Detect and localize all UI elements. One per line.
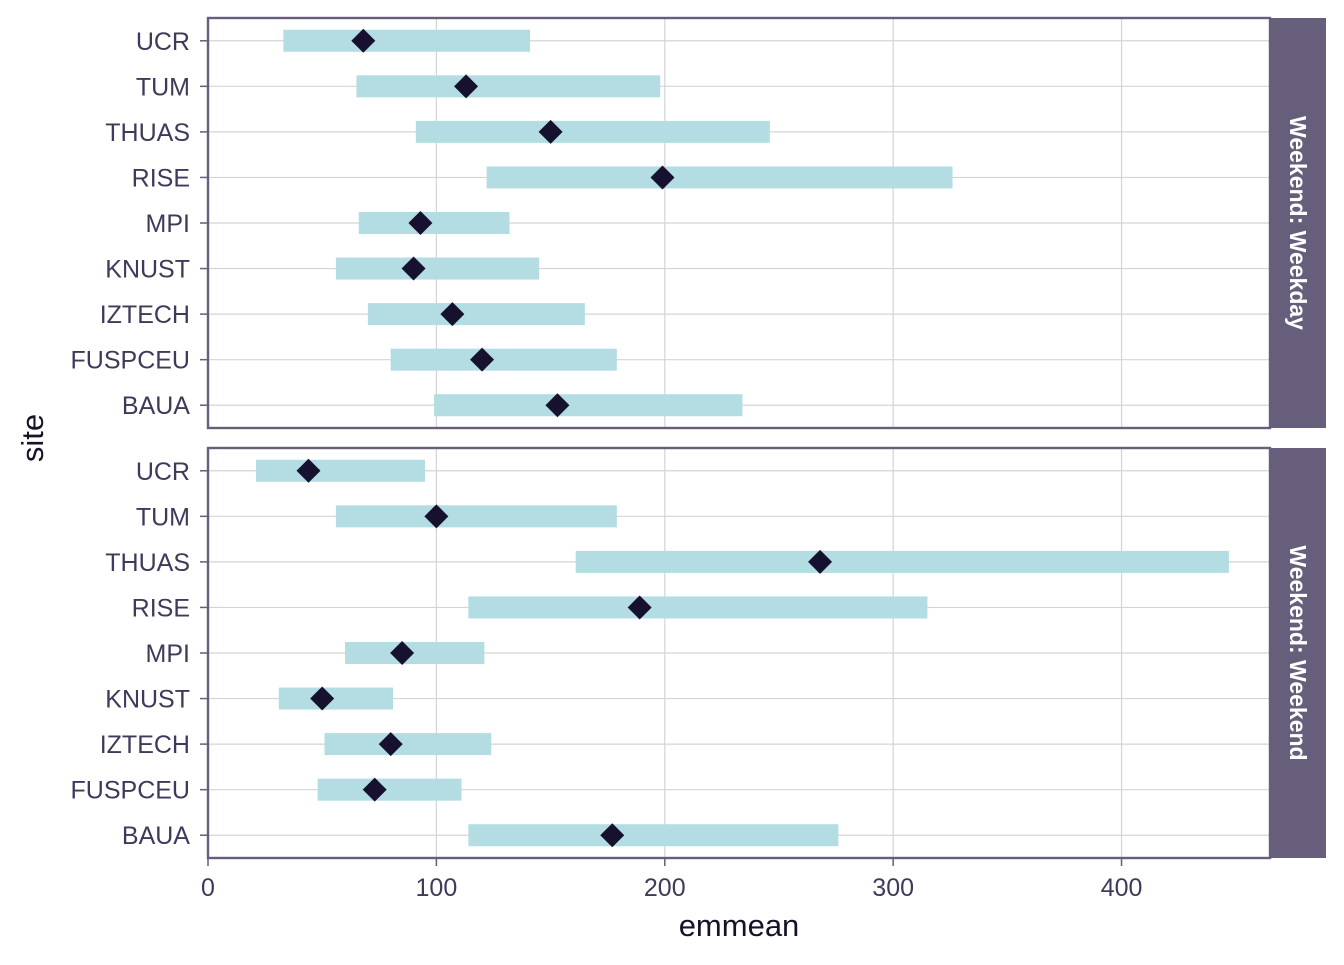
facet-strip [1270,18,1326,428]
y-tick-label-ucr: UCR [136,28,190,56]
y-tick-label-fuspceu: FUSPCEU [71,777,190,805]
interval-bar-rise [486,166,953,189]
y-tick-label-knust: KNUST [105,686,190,714]
panels-layer: UCR TUM THUAS RISE MPI KNUST IZTECH FUSPCEU BAUA… [71,16,1326,860]
y-tick-label-iztech: IZTECH [100,731,190,759]
x-tick-label-300: 300 [872,874,914,902]
emmean-point-ucr [296,458,321,483]
x-axis: 0 100 200 300 400 [201,858,1142,902]
x-tick-label-100: 100 [416,874,458,902]
emmean-point-mpi [390,641,415,665]
y-tick-label-rise: RISE [132,594,190,622]
emmean-point-knust [310,686,335,711]
y-axis-title: site [15,414,50,462]
facet-strip [1270,448,1326,858]
y-tick-label-knust: KNUST [105,256,190,284]
y-tick-label-mpi: MPI [146,640,190,668]
x-tick-label-200: 200 [644,874,686,902]
y-tick-label-thuas: THUAS [105,549,190,577]
emmean-point-knust [401,256,426,281]
y-tick-label-baua: BAUA [122,392,190,420]
y-tick-label-tum: TUM [136,73,190,101]
emmean-point-iztech [378,732,403,757]
emmean-point-tum [454,74,479,99]
interval-bar-tum [335,505,617,528]
emmean-point-fuspceu [470,347,495,372]
y-tick-label-thuas: THUAS [105,119,190,147]
emmean-point-thuas [538,119,563,144]
y-tick-label-mpi: MPI [146,210,190,238]
interval-bar-iztech [324,733,492,756]
interval-bar-mpi [358,212,510,234]
emmean-point-ucr [351,28,376,53]
y-tick-label-iztech: IZTECH [100,301,190,329]
facet-panel-1: UCR TUM THUAS RISE MPI KNUST IZTECH FUSPCEU BAUA… [71,16,1326,430]
interval-bar-fuspceu [317,778,462,801]
x-tick-label-0: 0 [201,874,215,902]
x-tick-label-400: 400 [1101,874,1143,902]
emmean-point-mpi [408,211,433,235]
facet-panel-2: UCR TUM THUAS RISE MPI KNUST IZTECH FUSPCEU BAUA… [71,446,1326,860]
interval-bar-ucr [255,459,425,482]
emmean-point-rise [627,595,652,620]
interval-bar-fuspceu [390,348,617,371]
y-tick-label-fuspceu: FUSPCEU [71,347,190,375]
emmean-point-baua [600,823,625,848]
interval-bar-rise [468,596,928,619]
emmean-point-rise [650,165,675,190]
interval-bar-ucr [283,29,531,52]
interval-bar-baua [468,824,839,847]
facet-strip-label: Weekend: Weekend [1285,545,1311,760]
interval-bar-baua [434,394,743,417]
emmean-point-fuspceu [362,777,387,802]
interval-bar-thuas [415,120,770,143]
emmean-point-iztech [440,302,465,327]
y-tick-label-ucr: UCR [136,458,190,486]
y-tick-label-tum: TUM [136,503,190,531]
interval-bar-iztech [367,303,585,326]
y-tick-label-rise: RISE [132,164,190,192]
interval-bar-knust [335,257,540,280]
x-axis-title: emmean [679,908,800,943]
interval-bar-tum [356,75,661,98]
facet-strip-label: Weekend: Weekday [1285,116,1311,330]
interval-bar-knust [278,687,393,710]
emmean-point-tum [424,504,449,529]
emmean-point-baua [545,393,570,418]
y-tick-label-baua: BAUA [122,822,190,850]
interval-bar-thuas [575,550,1229,573]
interval-bar-mpi [345,642,485,664]
emmean-point-thuas [808,549,833,574]
